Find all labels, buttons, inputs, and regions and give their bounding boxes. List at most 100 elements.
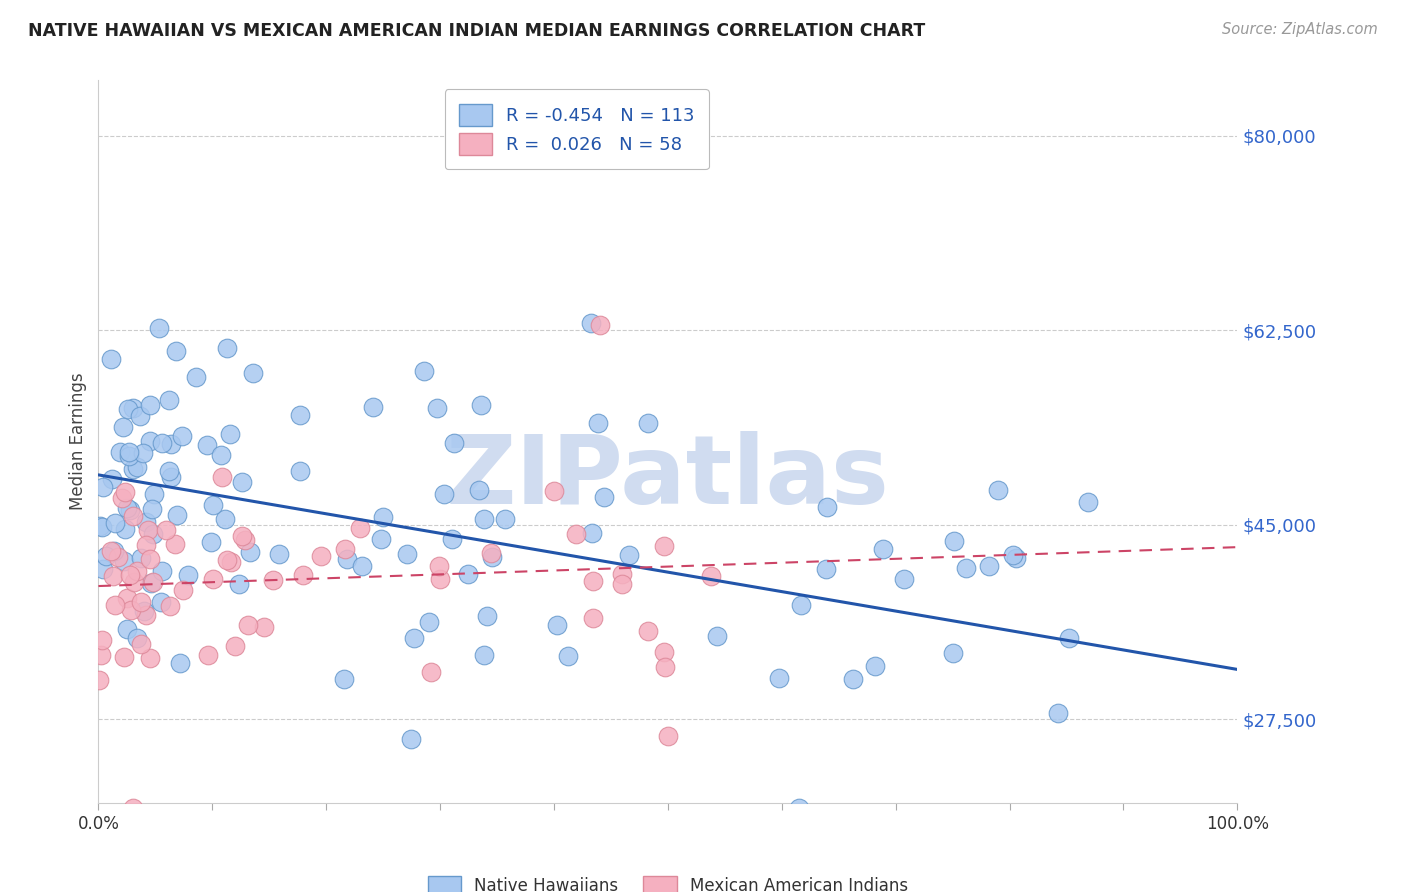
Point bbox=[143, 487, 166, 501]
Point bbox=[115, 501, 138, 516]
Point bbox=[202, 573, 225, 587]
Legend: Native Hawaiians, Mexican American Indians: Native Hawaiians, Mexican American India… bbox=[420, 869, 915, 892]
Point bbox=[427, 559, 450, 574]
Point bbox=[108, 444, 131, 458]
Point bbox=[1004, 550, 1026, 565]
Point bbox=[426, 401, 449, 416]
Point bbox=[652, 645, 675, 659]
Point bbox=[139, 434, 162, 449]
Point bbox=[557, 649, 579, 664]
Point bbox=[432, 487, 454, 501]
Point bbox=[122, 462, 145, 476]
Point bbox=[121, 801, 143, 815]
Point bbox=[1077, 494, 1099, 508]
Point bbox=[209, 448, 232, 462]
Point bbox=[842, 673, 865, 687]
Point bbox=[941, 646, 963, 660]
Point bbox=[494, 511, 516, 525]
Point bbox=[238, 618, 260, 632]
Point bbox=[214, 512, 236, 526]
Point bbox=[89, 519, 111, 533]
Point bbox=[228, 577, 250, 591]
Point bbox=[124, 575, 146, 590]
Point bbox=[472, 648, 495, 662]
Point bbox=[399, 731, 422, 746]
Point bbox=[104, 599, 127, 613]
Point bbox=[125, 631, 148, 645]
Point bbox=[893, 572, 915, 586]
Point bbox=[290, 408, 312, 422]
Point bbox=[231, 529, 253, 543]
Point bbox=[790, 599, 813, 613]
Point bbox=[309, 549, 332, 563]
Point bbox=[429, 572, 451, 586]
Point bbox=[290, 464, 312, 478]
Point bbox=[581, 525, 603, 540]
Point bbox=[224, 639, 246, 653]
Point bbox=[588, 318, 610, 332]
Point bbox=[1046, 706, 1069, 720]
Point bbox=[150, 565, 173, 579]
Point bbox=[706, 629, 728, 643]
Point bbox=[233, 533, 256, 547]
Point bbox=[217, 341, 239, 355]
Point bbox=[114, 522, 136, 536]
Point bbox=[129, 637, 152, 651]
Point bbox=[195, 438, 218, 452]
Point bbox=[657, 729, 679, 743]
Point bbox=[652, 540, 675, 554]
Point bbox=[148, 321, 170, 335]
Point bbox=[90, 632, 112, 647]
Point bbox=[91, 480, 114, 494]
Point bbox=[149, 595, 172, 609]
Point bbox=[987, 483, 1010, 497]
Point bbox=[472, 512, 495, 526]
Point bbox=[1002, 549, 1025, 563]
Point bbox=[612, 566, 634, 581]
Point bbox=[90, 648, 112, 662]
Point bbox=[215, 553, 238, 567]
Point bbox=[349, 521, 371, 535]
Point bbox=[253, 619, 276, 633]
Point bbox=[582, 574, 605, 588]
Point bbox=[619, 548, 641, 562]
Point bbox=[817, 500, 839, 515]
Point bbox=[440, 533, 463, 547]
Point bbox=[100, 544, 122, 558]
Point bbox=[637, 624, 659, 638]
Point bbox=[129, 550, 152, 565]
Point bbox=[159, 599, 181, 614]
Point bbox=[135, 538, 157, 552]
Point bbox=[269, 547, 291, 561]
Point bbox=[412, 364, 434, 378]
Point bbox=[333, 541, 356, 556]
Point bbox=[211, 469, 233, 483]
Point bbox=[479, 546, 502, 560]
Point bbox=[457, 566, 479, 581]
Point bbox=[107, 549, 129, 564]
Point bbox=[231, 475, 253, 489]
Point bbox=[139, 398, 162, 412]
Point bbox=[443, 436, 465, 450]
Point bbox=[103, 543, 125, 558]
Point bbox=[219, 555, 242, 569]
Point bbox=[977, 558, 1000, 573]
Point bbox=[637, 416, 659, 430]
Point bbox=[136, 523, 159, 537]
Text: ZIPatlas: ZIPatlas bbox=[446, 431, 890, 524]
Point bbox=[475, 609, 498, 624]
Point bbox=[872, 541, 894, 556]
Point bbox=[350, 559, 373, 574]
Point bbox=[172, 582, 194, 597]
Point bbox=[242, 366, 264, 380]
Point bbox=[201, 498, 224, 512]
Point bbox=[163, 537, 186, 551]
Point bbox=[404, 631, 426, 645]
Point bbox=[863, 659, 886, 673]
Point bbox=[582, 611, 605, 625]
Point bbox=[166, 508, 188, 523]
Point bbox=[141, 526, 163, 541]
Point bbox=[120, 568, 142, 582]
Point bbox=[768, 671, 790, 685]
Point bbox=[112, 553, 135, 567]
